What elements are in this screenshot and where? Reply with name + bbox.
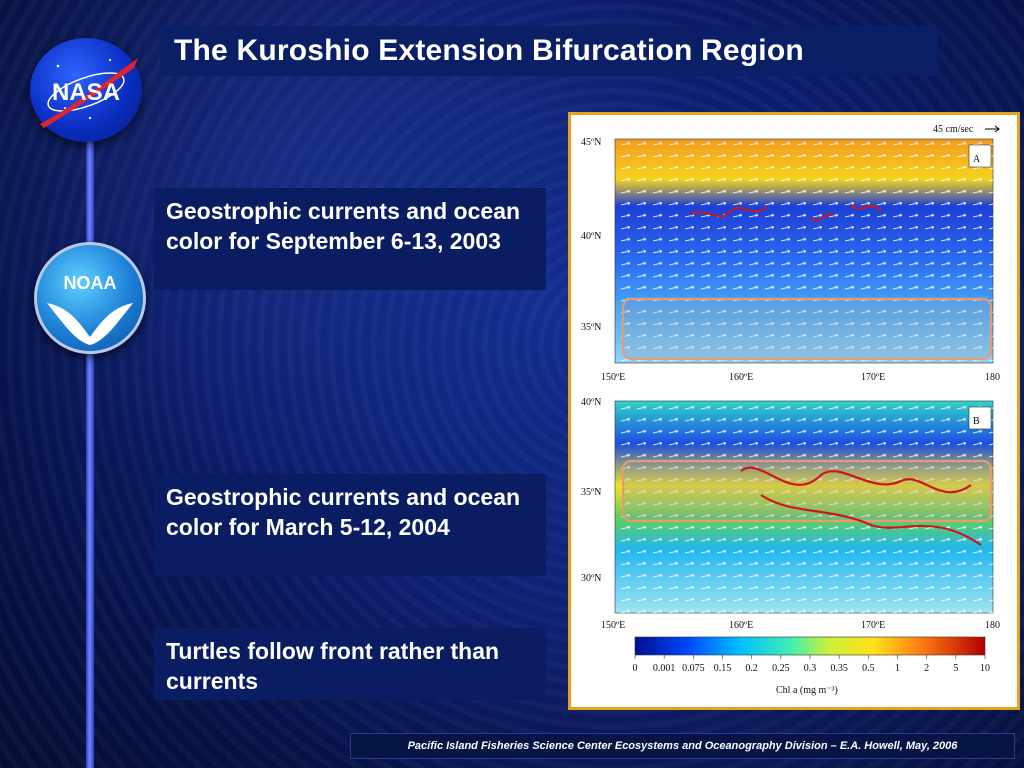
panel-b-label: B [973,416,980,427]
panel-b-highlight-box [621,459,993,523]
colorbar-tick-label: 0.5 [862,663,875,674]
slide-title-box: The Kuroshio Extension Bifurcation Regio… [160,26,938,76]
panel-a-lon-150: 150ºE [601,372,625,383]
nasa-meatball-icon: NASA [40,58,138,128]
nasa-logo: NASA [30,38,142,142]
colorbar-tick-label: 0.25 [772,663,790,674]
panel-b-lon-150: 150ºE [601,620,625,631]
slide-title: The Kuroshio Extension Bifurcation Regio… [174,34,804,67]
panel-a-current-vectors [615,139,993,363]
scale-label: 45 cm/sec [933,124,974,135]
colorbar: 0 0.001 0.075 0.15 0.2 0.25 0.3 0.35 0.5 1 2 5 10 Ch… [633,636,990,696]
colorbar-tick-label: 10 [980,663,990,674]
panel-a-turtle-tracks [690,204,882,222]
text-box-turtles-label: Turtles follow front rather than current… [166,638,500,694]
colorbar-tick-label: 0.075 [682,663,705,674]
colorbar-label: Chl a (mg m⁻³) [776,685,838,696]
colorbar-tick-label: 2 [924,663,929,674]
panel-a-lat-35: 35ºN [581,322,601,333]
text-box-march: Geostrophic currents and ocean color for… [154,474,546,576]
panel-b-lat-40: 40ºN [581,397,601,408]
text-box-september: Geostrophic currents and ocean color for… [154,188,546,290]
colorbar-tick-label: 0.001 [653,663,676,674]
panel-a-lon-170: 170ºE [861,372,885,383]
footer-credit: Pacific Island Fisheries Science Center … [350,733,1015,759]
colorbar-tick-label: 0 [633,663,638,674]
panel-a-highlight-box [621,297,993,361]
panel-a: A 45ºN 40ºN 35ºN 150ºE 160ºE 170ºE 180 [581,137,1000,383]
ocean-color-figure: 45 cm/sec A 45ºN 40ºN 35ºN 150ºE 160ºE 1… [568,112,1020,710]
text-box-march-label: Geostrophic currents and ocean color for… [166,484,521,540]
text-box-turtles: Turtles follow front rather than current… [154,628,546,700]
svg-text:NASA: NASA [52,79,120,106]
colorbar-tick-label: 5 [953,663,958,674]
colorbar-ticks: 0 0.001 0.075 0.15 0.2 0.25 0.3 0.35 0.5 1 2 5 10 [633,655,990,674]
panel-b-current-vectors [615,401,993,613]
panel-a-lat-40: 40ºN [581,231,601,242]
svg-text:NOAA: NOAA [64,273,117,293]
panel-b-lat-30: 30ºN [581,573,601,584]
figure-canvas: 45 cm/sec A 45ºN 40ºN 35ºN 150ºE 160ºE 1… [581,124,1000,696]
colorbar-tick-label: 0.3 [804,663,817,674]
panel-b-lon-160: 160ºE [729,620,753,631]
panel-b-lon-170: 170ºE [861,620,885,631]
noaa-logo: NOAA [34,242,146,354]
panel-b-turtle-tracks [740,466,982,546]
colorbar-tick-label: 0.15 [714,663,732,674]
noaa-bird-icon: NOAA [47,273,133,345]
panel-a-lat-45: 45ºN [581,137,601,148]
panel-b-lat-35: 35ºN [581,487,601,498]
panel-a-label: A [973,154,981,165]
panel-a-lon-180: 180 [985,372,1000,383]
colorbar-gradient [634,636,986,656]
colorbar-tick-label: 0.35 [830,663,848,674]
text-box-september-label: Geostrophic currents and ocean color for… [166,198,521,254]
colorbar-tick-label: 0.2 [745,663,758,674]
scale-arrow-icon [985,125,1000,133]
vertical-accent-bar [86,140,94,768]
panel-a-lon-160: 160ºE [729,372,753,383]
panel-b: B 40ºN 35ºN 30ºN 150ºE 160ºE 170ºE 180 [581,397,1000,631]
colorbar-tick-label: 1 [895,663,900,674]
footer-text: Pacific Island Fisheries Science Center … [407,740,958,752]
panel-b-lon-180: 180 [985,620,1000,631]
